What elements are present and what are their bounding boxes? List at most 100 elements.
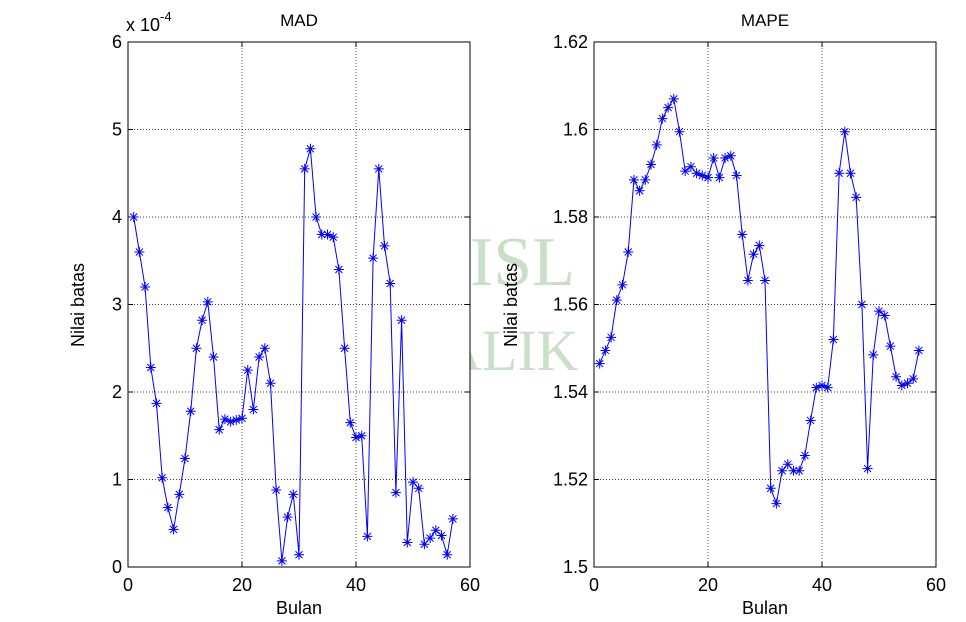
mad-data-point [396,315,407,326]
mad-data-point [191,343,202,354]
mape-data-point [611,295,622,306]
mape-data-point [714,172,725,183]
mape-data-point [651,139,662,150]
mad-data-point [151,398,162,409]
mad-data-point [373,163,384,174]
mape-data-point [788,465,799,476]
mape-data-point [913,345,924,356]
mape-data-point [874,306,884,317]
mape-data-point [765,483,776,494]
mape-data-point [617,279,628,290]
mape-data-point [760,275,770,286]
mape-data-point [902,378,913,389]
mape-data-point [845,168,856,179]
mape-data-point [754,240,765,251]
mad-data-point [328,232,339,243]
mape-y-tick-label: 1.58 [553,207,588,227]
mad-data-point [419,539,430,550]
mape-data-point [594,358,605,369]
mape-data-point [663,102,674,113]
mape-data-point [811,382,822,393]
mad-data-point [316,229,327,240]
mad-y-tick-label: 2 [112,382,122,402]
mad-data-point [276,555,287,566]
mape-data-point [725,150,736,161]
mape-data-point [646,159,656,170]
mad-data-point [447,513,458,524]
mape-data-point [703,172,713,183]
mape-data-point [862,463,873,474]
mad-data-point [237,413,247,424]
mad-data-point [214,424,225,435]
mad-multiplier-label: x 10-4 [126,9,172,35]
mape-x-tick-label: 0 [589,575,599,595]
mad-data-point [402,537,413,548]
mape-data-point [668,93,679,104]
mape-data-point [640,174,651,185]
mad-data-point [174,489,185,500]
mad-data-point [362,531,373,542]
mape-data-point [828,334,839,345]
mape-data-point [685,161,696,172]
mad-data-point [345,417,356,428]
mape-data-point [879,310,890,321]
mape-data-point [908,373,919,384]
mad-data-point [282,512,293,523]
mape-data-point [708,152,719,163]
mape-y-tick-label: 1.52 [553,470,588,490]
mape-data-point [634,185,645,196]
mad-data-point [168,524,179,535]
mape-data-point [782,459,793,470]
mad-data-point [259,343,270,354]
mad-data-point [390,487,401,498]
mape-data-point [856,299,867,310]
mad-x-tick-label: 60 [460,575,480,595]
mad-data-point [305,143,316,154]
mape-data-point [731,170,742,181]
mad-data-point [299,163,310,174]
mad-data-point [145,362,156,373]
mape-data-point [748,249,759,260]
mad-data-point [288,489,299,500]
mad-data-point [333,264,344,275]
mad-data-point [197,315,208,326]
mad-data-point [157,472,168,483]
mape-data-point [834,168,845,179]
mad-data-point [425,533,436,544]
mape-data-point [839,126,850,137]
mad-y-tick-label: 0 [112,557,122,577]
mape-y-tick-label: 1.56 [553,295,588,315]
mad-data-point [271,485,282,495]
mape-data-point [777,465,788,476]
mad-x-axis-label: Bulan [276,598,322,618]
mad-y-tick-label: 6 [112,32,122,52]
mape-data-point [623,247,634,257]
mape-data-point [868,349,879,360]
mad-x-tick-label: 0 [123,575,133,595]
mad-x-tick-label: 40 [346,575,366,595]
mad-data-point [242,365,253,376]
mad-data-point [436,530,447,541]
mad-data-point [413,483,424,494]
mad-data-point [294,549,304,560]
mad-data-point [180,453,190,464]
mape-x-tick-label: 60 [926,575,946,595]
mad-chart: MAD x 10-4 Bulan Nilai batas 0 20 40 60 0 1 2 3… [68,9,480,618]
mad-data-point [351,432,361,443]
mad-data-point [442,549,453,560]
mad-data-point [322,229,333,240]
mape-plot-area: 0 20 40 60 1.5 1.52 1.54 1.56 1.58 1.6 1.62 [553,32,946,595]
mad-y-tick-label: 1 [112,470,122,490]
mape-x-axis-label: Bulan [742,598,788,618]
mad-data-point [368,253,379,264]
mad-y-tick-label: 4 [112,207,122,227]
mape-data-point [600,345,611,356]
mad-data-point [202,296,213,307]
mape-data-point [817,380,827,391]
mad-y-axis-label: Nilai batas [68,263,88,347]
mad-data-point [134,247,145,257]
mad-data-point [219,414,230,425]
mad-data-point [311,212,322,222]
